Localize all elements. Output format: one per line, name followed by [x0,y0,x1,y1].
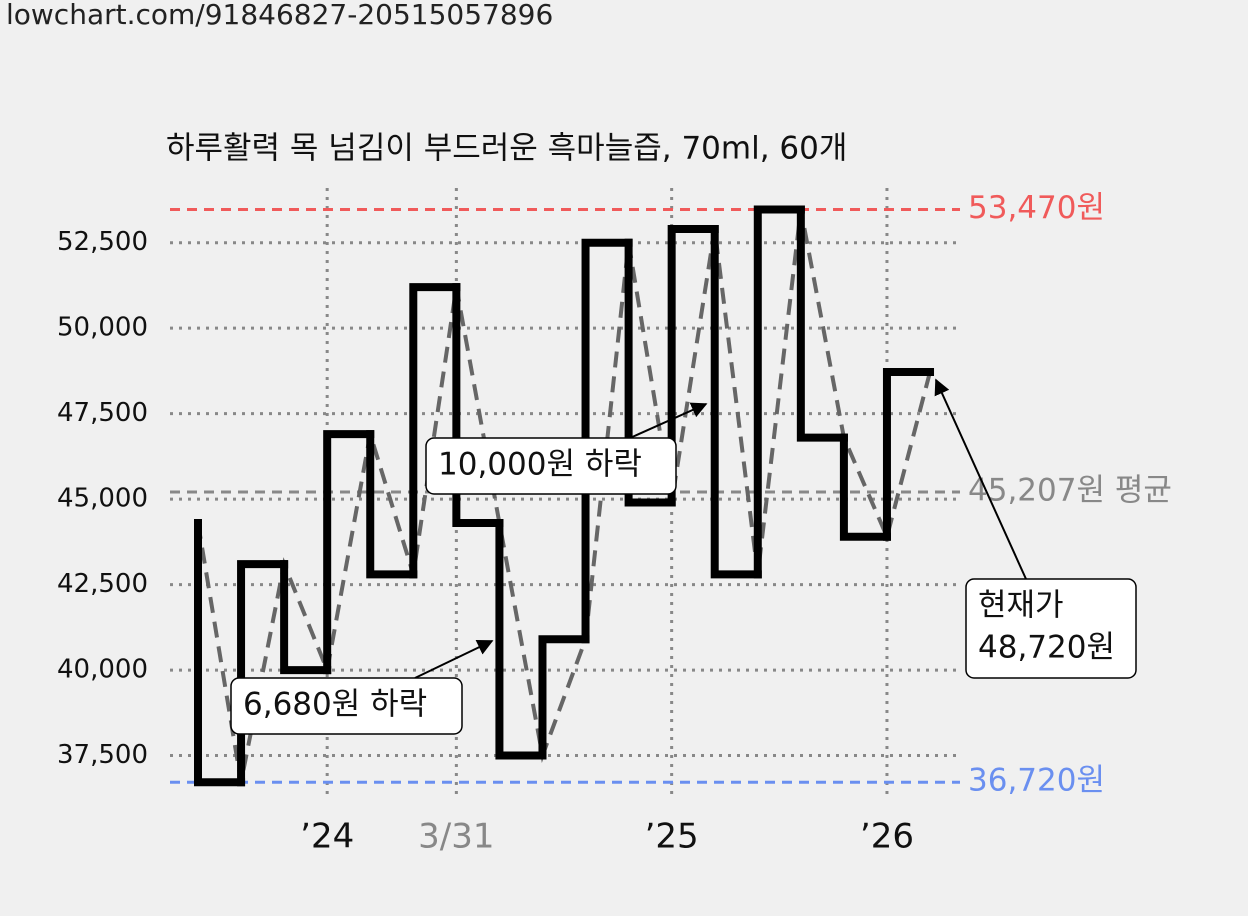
y-tick-label: 52,500 [57,227,148,257]
y-tick-label: 37,500 [57,740,148,770]
chart-title: 하루활력 목 넘김이 부드러운 흑마늘즙, 70ml, 60개 [166,131,847,167]
annotation-text: 현재가 [978,588,1064,624]
y-tick-label: 47,500 [57,398,148,428]
step-segment [882,367,935,541]
step-segment [538,635,590,760]
annotation-text: 6,680원 하락 [243,687,427,723]
step-segment [667,225,719,507]
x-tick-label: ’26 [860,817,914,857]
annotation-box [230,677,463,735]
step-segment [452,283,504,528]
annotation-box [965,578,1137,679]
annotation-text: 10,000원 하락 [438,447,642,483]
step-segment [710,225,762,579]
step-segment [366,430,418,579]
step-segment [839,433,891,541]
x-tick-label: ’24 [300,817,354,857]
trend-line [196,209,932,783]
annotation-text: 48,720원 [978,630,1115,666]
url: lowchart.com/91846827-20515057896 [6,0,553,31]
annotation-arrow [629,402,708,439]
step-segment [581,238,633,644]
x-tick-label: 3/31 [418,817,494,857]
step-segment [194,519,246,787]
annotation-box [425,437,677,495]
y-tick-label: 42,500 [57,569,148,599]
y-tick-label: 50,000 [57,313,148,343]
step-segment [280,560,332,675]
reference-label: 36,720원 [968,763,1105,799]
step-segment [323,430,375,675]
step-segment [624,238,676,507]
annotation-arrow [934,378,1027,580]
step-segment [753,205,805,579]
x-tick-label: ’25 [645,817,699,857]
step-segment [409,283,461,579]
step-segment [796,205,848,442]
y-tick-label: 40,000 [57,655,148,685]
reference-label: 53,470원 [968,190,1105,226]
step-segment [495,519,547,760]
y-tick-label: 45,000 [57,484,148,514]
annotation-arrow [414,640,494,679]
reference-label: 45,207원 평균 [968,473,1172,509]
